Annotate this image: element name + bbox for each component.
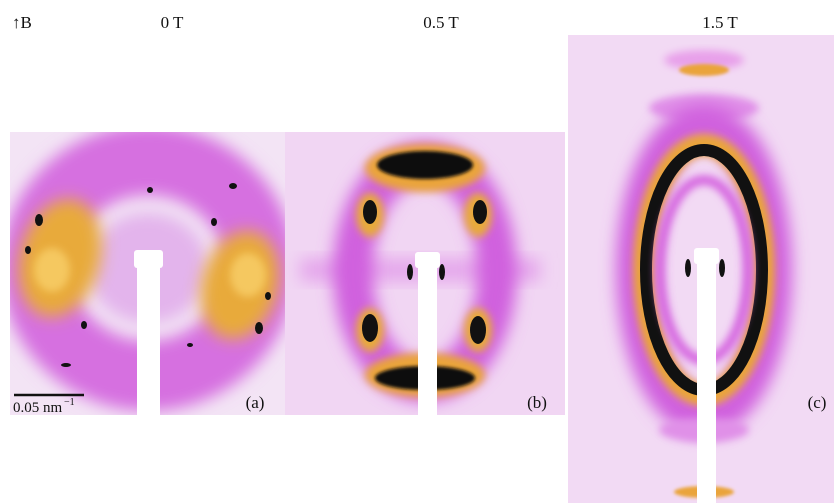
panel-label: (b) <box>527 393 547 412</box>
scale-bar-label: 0.05 nm <box>13 400 63 416</box>
panel-c-image <box>568 35 834 503</box>
field-strength: 0 T <box>161 13 184 32</box>
panel-b-image <box>285 132 565 422</box>
field-strength: 0.5 T <box>423 13 459 32</box>
field-strength: 1.5 T <box>702 13 738 32</box>
scale-bar-exponent: −1 <box>64 397 75 408</box>
field-direction: ↑B <box>12 13 32 32</box>
figure: ↑B 0 T 0.5 T 1.5 T (a) (b) (c) 0.05 nm −… <box>0 0 834 503</box>
panel-a-image <box>6 132 291 420</box>
panel-label: (c) <box>808 393 827 412</box>
panel-label: (a) <box>246 393 265 412</box>
